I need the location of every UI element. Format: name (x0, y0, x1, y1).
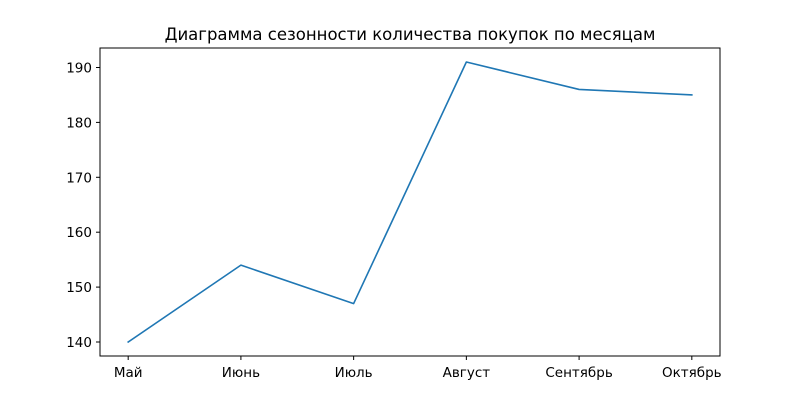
x-tick-label: Июль (335, 365, 373, 381)
x-tick-label: Август (443, 365, 491, 381)
y-tick-label: 150 (66, 280, 92, 296)
y-tick-label: 170 (66, 170, 92, 186)
plot-frame (100, 48, 720, 356)
series-line (128, 62, 692, 342)
y-tick-label: 160 (66, 225, 92, 241)
x-tick-label: Июнь (222, 365, 260, 381)
series-layer (128, 62, 692, 342)
x-axis: Май Июнь Июль Август Сентябрь Октябрь (114, 356, 722, 381)
y-tick-label: 190 (66, 60, 92, 76)
chart-title: Диаграмма сезонности количества покупок … (165, 25, 656, 44)
y-tick-label: 140 (66, 335, 92, 351)
x-tick-label: Октябрь (662, 365, 722, 381)
x-tick-label: Май (114, 365, 143, 381)
x-tick-label: Сентябрь (545, 365, 612, 381)
y-axis: 140 150 160 170 180 190 (66, 60, 100, 351)
y-tick-label: 180 (66, 115, 92, 131)
